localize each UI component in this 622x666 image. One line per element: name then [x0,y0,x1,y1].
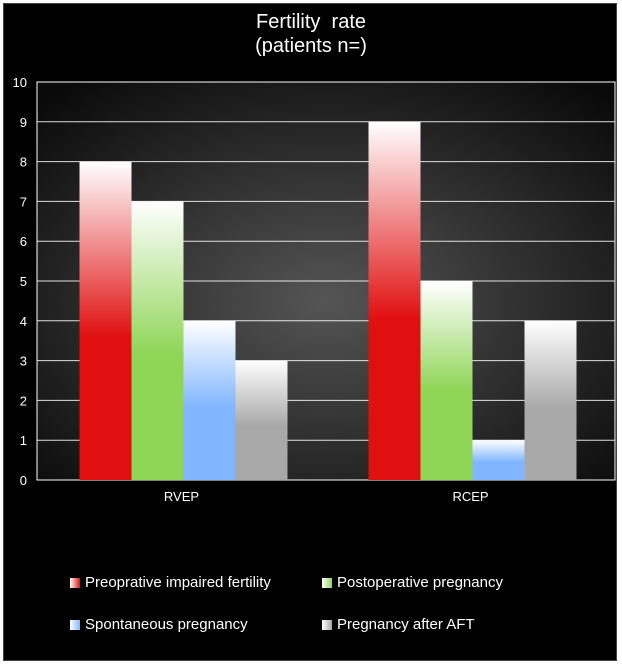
y-tick-label: 9 [20,115,27,130]
legend-label-spontaneous: Spontaneous pregnancy [85,616,248,633]
legend-swatch-spontaneous [70,619,80,630]
bar-rvep-series-1 [131,201,184,480]
legend-label-aft: Pregnancy after AFT [337,616,475,633]
x-category-label: RCEP [452,489,488,504]
legend-item-spontaneous: Spontaneous pregnancy [70,616,248,633]
y-tick-label: 7 [20,194,27,209]
y-tick-label: 1 [20,433,27,448]
bar-rcep-series-1 [420,281,473,480]
bar-rvep-series-0 [79,161,132,480]
legend-swatch-postoperative [322,577,332,588]
y-tick-label: 3 [20,354,27,369]
legend-swatch-aft [322,619,332,630]
legend-label-postoperative: Postoperative pregnancy [337,574,503,591]
legend-item-preoperative: Preoprative impaired fertility [70,574,271,591]
y-tick-label: 5 [20,274,27,289]
legend-label-preoperative: Preoprative impaired fertility [85,574,271,591]
chart-title-block: Fertility rate (patients n=) [0,10,622,58]
y-tick-label: 2 [20,393,27,408]
chart-subtitle: (patients n=) [255,35,367,57]
x-category-label: RVEP [164,489,199,504]
bar-rvep-series-3 [235,360,288,480]
legend-swatch-preoperative [70,577,80,588]
legend-item-postoperative: Postoperative pregnancy [322,574,503,591]
y-tick-label: 8 [20,155,27,170]
chart-title: Fertility rate [255,11,367,33]
bar-rcep-series-2 [472,440,525,480]
y-tick-label: 0 [20,473,27,488]
bar-rcep-series-3 [524,320,577,480]
y-tick-label: 10 [13,75,27,90]
y-tick-label: 4 [20,314,27,329]
bar-rvep-series-2 [183,320,236,480]
legend-item-aft: Pregnancy after AFT [322,616,475,633]
y-tick-label: 6 [20,234,27,249]
bar-rcep-series-0 [368,121,421,481]
